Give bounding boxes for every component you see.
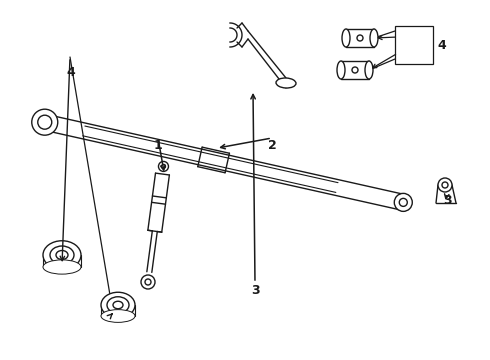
Circle shape xyxy=(162,165,166,168)
Circle shape xyxy=(352,67,358,73)
Ellipse shape xyxy=(342,29,350,47)
Ellipse shape xyxy=(337,61,345,79)
Circle shape xyxy=(399,198,407,206)
Text: 3: 3 xyxy=(251,284,259,297)
Circle shape xyxy=(438,178,452,192)
Ellipse shape xyxy=(101,310,135,322)
Ellipse shape xyxy=(56,251,68,260)
Circle shape xyxy=(32,109,58,135)
Text: 3: 3 xyxy=(442,194,451,207)
Circle shape xyxy=(38,115,52,129)
Text: 2: 2 xyxy=(268,139,276,152)
Circle shape xyxy=(145,279,151,285)
Ellipse shape xyxy=(50,246,74,264)
Ellipse shape xyxy=(276,78,296,88)
Circle shape xyxy=(158,161,169,171)
Circle shape xyxy=(357,35,363,41)
Bar xyxy=(395,26,433,64)
Text: 4: 4 xyxy=(437,39,446,51)
Ellipse shape xyxy=(365,61,373,79)
Text: 1: 1 xyxy=(154,139,162,152)
Circle shape xyxy=(442,182,448,188)
Ellipse shape xyxy=(101,292,135,318)
Text: 4: 4 xyxy=(67,66,75,79)
Ellipse shape xyxy=(107,297,129,313)
Circle shape xyxy=(394,193,412,211)
Ellipse shape xyxy=(43,241,81,269)
Circle shape xyxy=(141,275,155,289)
Ellipse shape xyxy=(43,260,81,274)
Ellipse shape xyxy=(113,301,123,309)
Ellipse shape xyxy=(370,29,378,47)
